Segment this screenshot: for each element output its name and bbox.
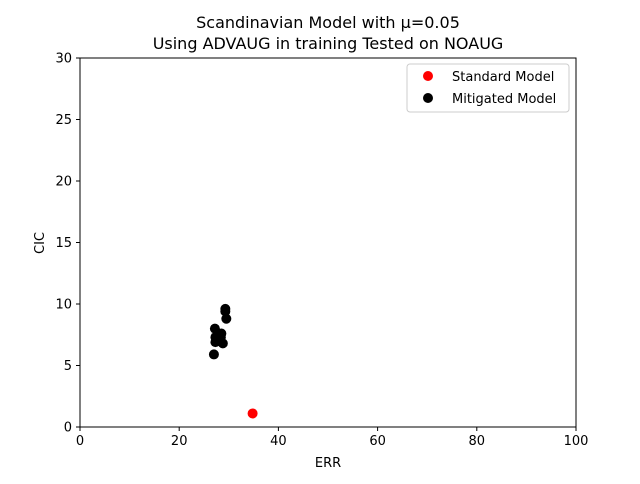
x-axis-label: ERR <box>315 456 341 471</box>
y-tick-label: 5 <box>64 359 72 374</box>
x-tick-label: 100 <box>564 434 589 449</box>
mitigated-model-point <box>220 306 231 317</box>
y-tick-label: 0 <box>64 421 72 436</box>
chart-title-line-2: Using ADVAUG in training Tested on NOAUG <box>153 34 504 53</box>
x-tick-label: 60 <box>369 434 386 449</box>
x-tick-label: 80 <box>469 434 486 449</box>
x-axis-ticks: 0 20 40 60 80 100 <box>76 427 589 449</box>
y-tick-label: 30 <box>55 52 72 67</box>
mitigated-model-point <box>208 349 219 360</box>
legend-label-mitigated-model: Mitigated Model <box>452 92 556 107</box>
standard-model-point <box>247 408 258 419</box>
legend-box <box>406 63 570 113</box>
y-tick-label: 25 <box>55 113 72 128</box>
mitigated-model-point <box>221 313 232 324</box>
legend-marker-mitigated-model <box>423 93 433 103</box>
mitigated-model-point <box>217 338 228 349</box>
legend-label-standard-model: Standard Model <box>452 70 554 85</box>
x-tick-label: 0 <box>76 434 84 449</box>
data-points <box>208 303 258 419</box>
y-axis-label: CIC <box>33 232 48 254</box>
y-tick-label: 10 <box>55 298 72 313</box>
x-tick-label: 40 <box>270 434 287 449</box>
y-axis-ticks: 0 5 10 15 20 25 30 <box>55 52 80 436</box>
plot-area-frame <box>79 57 577 428</box>
chart-title-line-1: Scandinavian Model with μ=0.05 <box>196 13 460 32</box>
mitigated-model-point <box>210 337 221 348</box>
legend-marker-standard-model <box>423 71 433 81</box>
y-tick-label: 20 <box>55 175 72 190</box>
x-tick-label: 20 <box>171 434 188 449</box>
y-tick-label: 15 <box>55 236 72 251</box>
legend: Standard Model Mitigated Model <box>406 63 570 113</box>
